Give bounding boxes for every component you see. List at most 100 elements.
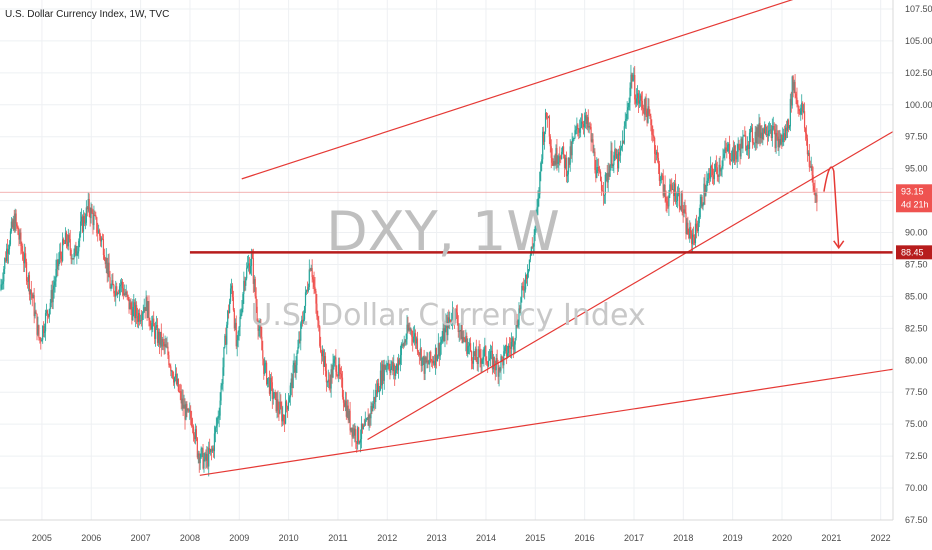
candle-body bbox=[79, 234, 80, 241]
candle-body bbox=[216, 426, 217, 428]
candle-body bbox=[627, 107, 628, 110]
candle-body bbox=[127, 292, 128, 296]
candle-body bbox=[333, 359, 334, 363]
candle-body bbox=[93, 215, 94, 225]
candle-body bbox=[627, 110, 628, 119]
candle-body bbox=[80, 222, 81, 234]
candle-body bbox=[132, 307, 133, 320]
candle-body bbox=[489, 359, 490, 361]
x-tick-label: 2006 bbox=[81, 533, 101, 543]
candle-body bbox=[379, 390, 380, 392]
y-tick-label: 90.00 bbox=[905, 228, 928, 238]
candle-body bbox=[437, 355, 438, 361]
candle-body bbox=[53, 285, 54, 289]
candle-body bbox=[538, 194, 539, 198]
candle-body bbox=[634, 75, 635, 99]
candle-body bbox=[218, 418, 219, 419]
candle-body bbox=[130, 303, 131, 310]
candle-body bbox=[636, 98, 637, 103]
candle-body bbox=[687, 223, 688, 234]
candle-body bbox=[611, 151, 612, 166]
candle-body bbox=[119, 286, 120, 293]
candle-body bbox=[8, 249, 9, 254]
candle-body bbox=[104, 255, 105, 260]
candle-body bbox=[800, 108, 801, 115]
candle-body bbox=[53, 290, 54, 303]
trend-channel-lower[interactable] bbox=[368, 132, 893, 440]
x-tick-label: 2008 bbox=[180, 533, 200, 543]
candle-body bbox=[25, 253, 26, 262]
long-term-trendline[interactable] bbox=[200, 369, 893, 475]
candle-body bbox=[702, 204, 703, 206]
candle-body bbox=[580, 127, 581, 128]
candle-body bbox=[110, 287, 111, 288]
y-tick-label: 95.00 bbox=[905, 164, 928, 174]
candle-body bbox=[556, 148, 557, 164]
candle-body bbox=[327, 382, 328, 383]
candle-body bbox=[750, 128, 751, 132]
candle-body bbox=[721, 166, 722, 168]
candle-body bbox=[122, 282, 123, 289]
candle-body bbox=[609, 165, 610, 176]
candle-body bbox=[639, 100, 640, 103]
candle-body bbox=[729, 144, 730, 159]
candle-body bbox=[261, 337, 262, 350]
candle-body bbox=[267, 378, 268, 384]
candle-body bbox=[625, 121, 626, 126]
candle-body bbox=[341, 374, 342, 378]
candle-body bbox=[387, 365, 388, 366]
candle-body bbox=[463, 337, 464, 339]
candle-body bbox=[582, 121, 583, 124]
candle-body bbox=[293, 365, 294, 388]
candle-body bbox=[527, 273, 528, 279]
candle-body bbox=[737, 152, 738, 160]
candle-body bbox=[653, 135, 654, 137]
candle-body bbox=[239, 317, 240, 327]
support-price-value: 88.45 bbox=[901, 247, 924, 257]
candle-body bbox=[232, 286, 233, 297]
candle-body bbox=[558, 156, 559, 162]
candle-body bbox=[54, 281, 55, 285]
candle-body bbox=[592, 139, 593, 152]
candle-body bbox=[193, 427, 194, 436]
x-tick-label: 2007 bbox=[131, 533, 151, 543]
candle-body bbox=[524, 289, 525, 290]
candle-body bbox=[671, 185, 672, 189]
candle-body bbox=[711, 166, 712, 168]
candle-body bbox=[342, 378, 343, 397]
candle-body bbox=[16, 223, 17, 226]
trend-channel-upper[interactable] bbox=[242, 0, 866, 179]
candle-body bbox=[63, 239, 64, 243]
candle-body bbox=[39, 338, 40, 340]
candle-body bbox=[178, 379, 179, 391]
candle-body bbox=[727, 145, 728, 152]
candle-body bbox=[561, 152, 562, 159]
candle-body bbox=[163, 339, 164, 342]
candle-body bbox=[716, 163, 717, 167]
x-tick-label: 2019 bbox=[723, 533, 743, 543]
candle-body bbox=[613, 155, 614, 165]
candle-body bbox=[642, 101, 643, 108]
candle-body bbox=[590, 126, 591, 127]
candle-body bbox=[22, 251, 23, 260]
candle-body bbox=[577, 125, 578, 129]
candle-body bbox=[660, 180, 661, 181]
candle-body bbox=[66, 232, 67, 241]
candle-body bbox=[772, 126, 773, 138]
candle-body bbox=[648, 106, 649, 113]
candle-body bbox=[566, 158, 567, 177]
candle-body bbox=[551, 146, 552, 158]
candle-body bbox=[262, 350, 263, 358]
candle-body bbox=[358, 427, 359, 442]
candle-body bbox=[600, 172, 601, 181]
candle-body bbox=[264, 364, 265, 374]
candle-body bbox=[78, 241, 79, 252]
candle-body bbox=[221, 384, 222, 385]
candle-body bbox=[365, 420, 366, 425]
candle-body bbox=[479, 350, 480, 358]
price-axis[interactable] bbox=[893, 0, 932, 550]
candle-body bbox=[200, 458, 201, 464]
candle-body bbox=[96, 217, 97, 233]
x-tick-label: 2009 bbox=[229, 533, 249, 543]
